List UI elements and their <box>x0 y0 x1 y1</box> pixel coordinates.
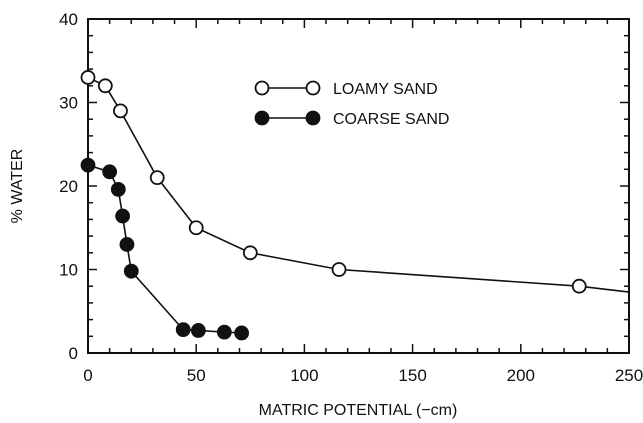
x-tick-label: 200 <box>507 366 535 385</box>
legend-marker-loamy-sand <box>254 80 270 96</box>
x-tick-label: 0 <box>83 366 92 385</box>
x-tick-label: 150 <box>398 366 426 385</box>
y-tick-label: 20 <box>59 177 78 196</box>
coarse-sand-point <box>115 208 131 224</box>
coarse-sand-point <box>190 323 206 338</box>
y-axis-title: % WATER <box>9 149 26 224</box>
tick-labels: 0 50 100 150 200 250 0 10 20 30 40 <box>59 10 643 385</box>
loamy-sand-point <box>113 103 128 119</box>
coarse-sand-point <box>119 237 135 252</box>
x-tick-label: 50 <box>187 366 206 385</box>
legend-marker-coarse-sand <box>254 110 270 126</box>
legend-label-loamy-sand: LOAMY SAND <box>333 81 438 98</box>
coarse-sand-line <box>87 164 242 334</box>
y-tick-label: 10 <box>59 261 78 280</box>
axis-ticks <box>87 18 630 354</box>
plot-frame <box>87 18 630 354</box>
loamy-sand-point <box>571 278 587 294</box>
series-layer <box>80 70 630 341</box>
coarse-sand-point <box>110 181 126 197</box>
y-tick-label: 30 <box>59 94 78 113</box>
legend: LOAMY SAND COARSE SAND <box>254 80 449 128</box>
loamy-sand-point <box>149 170 165 186</box>
y-tick-label: 0 <box>69 344 78 363</box>
coarse-sand-point <box>102 164 118 180</box>
loamy-sand-line <box>87 76 630 293</box>
coarse-sand-point <box>234 325 250 341</box>
loamy-sand-point <box>80 70 96 85</box>
loamy-sand-point <box>188 220 204 236</box>
coarse-sand-point <box>175 322 191 338</box>
loamy-sand-point <box>97 78 113 94</box>
coarse-sand-point <box>123 263 139 279</box>
legend-marker-coarse-sand <box>305 110 321 126</box>
legend-label-coarse-sand: COARSE SAND <box>333 111 449 128</box>
x-tick-label: 100 <box>290 366 318 385</box>
y-tick-label: 40 <box>59 10 78 29</box>
legend-marker-loamy-sand <box>305 80 321 96</box>
coarse-sand-point <box>80 157 96 173</box>
x-tick-label: 250 <box>615 366 643 385</box>
loamy-sand-point <box>331 262 347 277</box>
loamy-sand-point <box>242 245 258 261</box>
x-axis-title: MATRIC POTENTIAL (−cm) <box>259 402 458 419</box>
coarse-sand-point <box>216 324 232 340</box>
